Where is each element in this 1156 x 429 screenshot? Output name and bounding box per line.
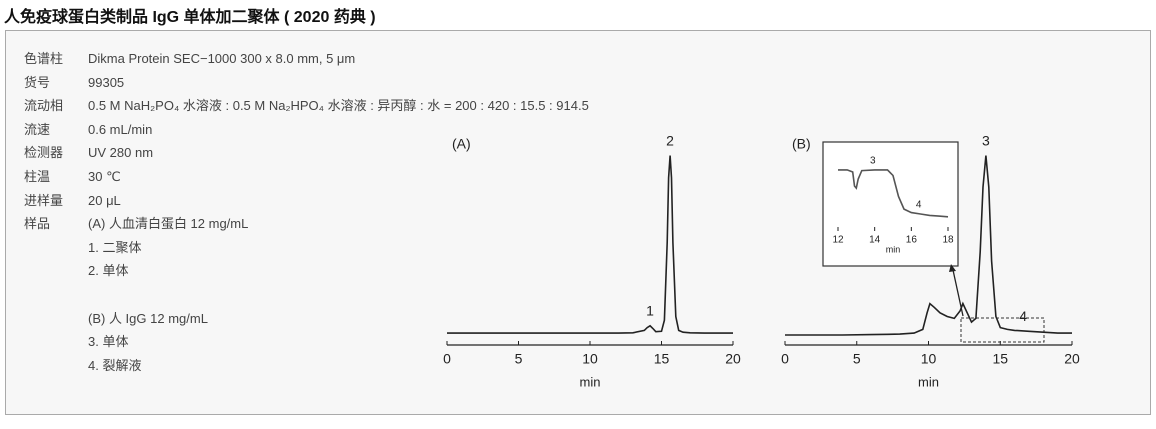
sample-line: 3. 单体 [88, 334, 129, 350]
x-tick-label: 5 [853, 351, 861, 367]
panel: 色谱柱 Dikma Protein SEC−1000 300 x 8.0 mm, … [5, 30, 1151, 415]
peak-label: 1 [646, 302, 654, 318]
zoom-region [960, 317, 1045, 343]
conditions: 色谱柱 Dikma Protein SEC−1000 300 x 8.0 mm, … [24, 47, 589, 377]
sample-line: (A) 人血清白蛋白 12 mg/mL [88, 216, 249, 232]
x-tick-label: 15 [992, 351, 1008, 367]
x-tick-label: 20 [725, 351, 741, 367]
condition-value: 0.5 M NaH₂PO₄ 水溶液 : 0.5 M Na₂HPO₄ 水溶液 : … [88, 98, 589, 114]
peak-label: 4 [916, 200, 922, 211]
sample-row: 2. 单体 [24, 259, 589, 283]
sample-label: 样品 [24, 216, 51, 232]
condition-label: 货号 [24, 74, 51, 90]
condition-row: 货号 99305 [24, 71, 589, 95]
condition-row: 流速 0.6 mL/min [24, 118, 589, 142]
x-axis-label: min [580, 374, 601, 389]
x-tick-label: 10 [582, 351, 598, 367]
chart-title: (A) [452, 136, 471, 152]
x-tick-label: 20 [1064, 351, 1080, 367]
condition-row: 检测器 UV 280 nm [24, 141, 589, 165]
peak-label: 4 [1019, 308, 1027, 324]
condition-label: 检测器 [24, 145, 64, 161]
trace [785, 155, 1072, 336]
x-tick-label: 15 [654, 351, 670, 367]
x-tick-label: 0 [443, 351, 451, 367]
sample-row: 3. 单体 [24, 330, 589, 354]
condition-row: 进样量 20 μL [24, 189, 589, 213]
sample-row: 1. 二聚体 [24, 236, 589, 260]
page-title: 人免疫球蛋白类制品 IgG 单体加二聚体 ( 2020 药典 ) [4, 9, 376, 26]
condition-value: 30 ℃ [88, 168, 121, 184]
condition-row: 柱温 30 ℃ [24, 165, 589, 189]
sample-row: (B) 人 IgG 12 mg/mL [24, 307, 589, 331]
inset-frame [822, 141, 959, 267]
peak-label: 3 [982, 132, 990, 148]
condition-row: 色谱柱 Dikma Protein SEC−1000 300 x 8.0 mm, … [24, 47, 589, 71]
chart-title: (B) [792, 136, 811, 152]
x-axis-label: min [918, 374, 939, 389]
x-tick-label: 12 [832, 235, 844, 246]
condition-value: Dikma Protein SEC−1000 300 x 8.0 mm, 5 μ… [88, 51, 356, 66]
condition-label: 色谱柱 [24, 51, 64, 66]
condition-label: 进样量 [24, 192, 64, 208]
condition-value: 20 μL [88, 192, 121, 208]
sample-line: 4. 裂解液 [88, 357, 142, 373]
condition-row: 流动相 0.5 M NaH₂PO₄ 水溶液 : 0.5 M Na₂HPO₄ 水溶液… [24, 94, 589, 118]
x-tick-label: 18 [942, 235, 954, 246]
sample-line: 1. 二聚体 [88, 239, 142, 255]
condition-value: 99305 [88, 74, 125, 90]
trace [838, 169, 949, 218]
condition-label: 柱温 [24, 168, 51, 184]
x-tick-label: 10 [921, 351, 937, 367]
arrow-head [949, 264, 956, 272]
sample-line: 2. 单体 [88, 263, 129, 279]
peak-label: 3 [870, 156, 876, 167]
x-tick-label: 14 [869, 235, 881, 246]
sample-line: (B) 人 IgG 12 mg/mL [88, 310, 208, 326]
condition-value: UV 280 nm [88, 145, 154, 161]
sample-row: 样品 (A) 人血清白蛋白 12 mg/mL [24, 212, 589, 236]
condition-value: 0.6 mL/min [88, 121, 153, 137]
x-tick-label: 16 [906, 235, 918, 246]
sample-row: 4. 裂解液 [24, 354, 589, 378]
x-tick-label: 0 [781, 351, 789, 367]
condition-label: 流速 [24, 121, 51, 137]
peak-label: 2 [666, 132, 674, 148]
x-tick-label: 5 [515, 351, 523, 367]
condition-label: 流动相 [24, 98, 64, 114]
trace [447, 155, 733, 334]
x-axis-label: min [886, 244, 901, 254]
